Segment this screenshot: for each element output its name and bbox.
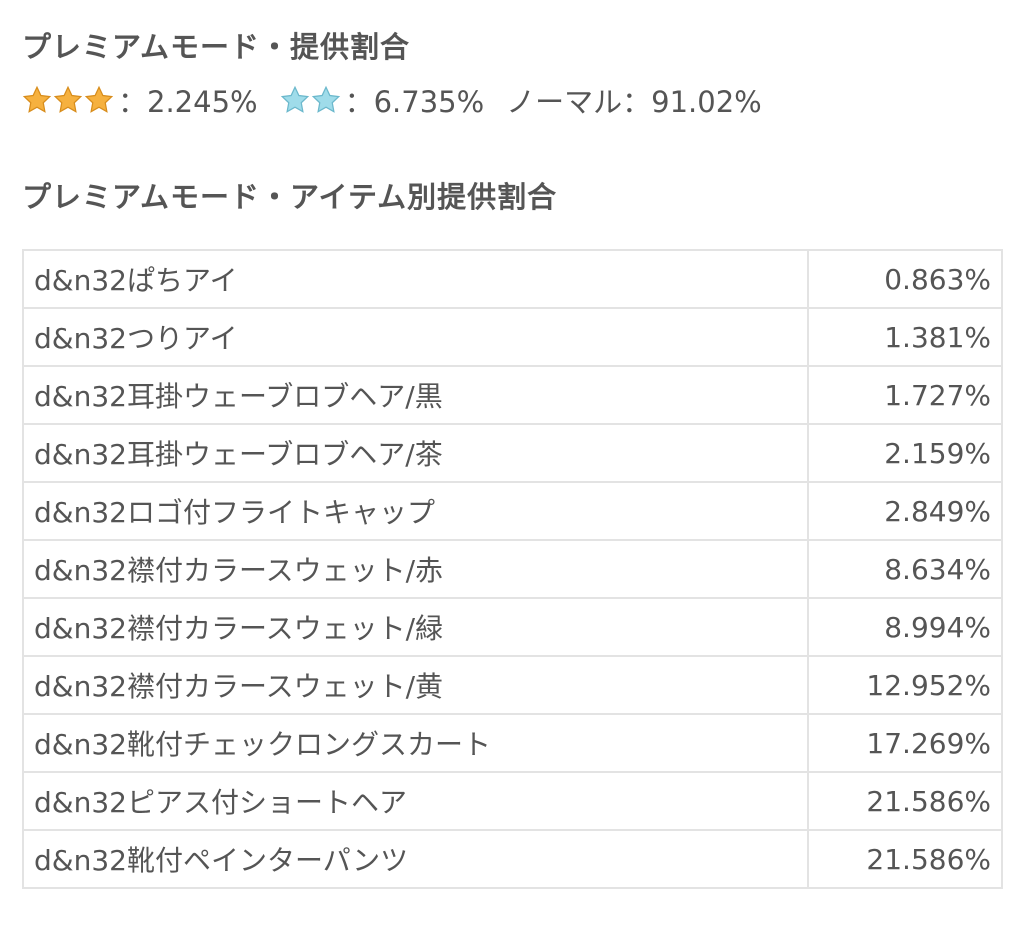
star-icon	[84, 85, 114, 113]
item-name: d&n32靴付ペインターパンツ	[22, 829, 809, 889]
item-name: d&n32ぱちアイ	[22, 249, 809, 309]
three-star-rate-label: ：2.245%	[118, 85, 258, 119]
two-star-icon	[280, 85, 341, 115]
item-rate: 8.634%	[807, 539, 1003, 599]
table-row: d&n32靴付チェックロングスカート 17.269%	[22, 713, 1003, 773]
normal-rate: ノーマル：91.02%	[506, 79, 762, 121]
rarity-rates: ：2.245% ：6.735% ノーマル：91.02%	[22, 80, 762, 120]
table-row: d&n32靴付ペインターパンツ 21.586%	[22, 829, 1003, 889]
table-row: d&n32耳掛ウェーブロブヘア/茶 2.159%	[22, 423, 1003, 483]
item-rate: 2.849%	[807, 481, 1003, 541]
item-name: d&n32襟付カラースウェット/緑	[22, 597, 809, 657]
table-row: d&n32つりアイ 1.381%	[22, 307, 1003, 367]
star-icon	[311, 85, 340, 113]
three-star-rate: ：2.245%	[22, 79, 258, 121]
item-rate: 2.159%	[807, 423, 1003, 483]
item-rate: 8.994%	[807, 597, 1003, 657]
table-row: d&n32耳掛ウェーブロブヘア/黒 1.727%	[22, 365, 1003, 425]
item-name: d&n32耳掛ウェーブロブヘア/茶	[22, 423, 809, 483]
star-icon	[280, 85, 309, 113]
table-row: d&n32襟付カラースウェット/黄 12.952%	[22, 655, 1003, 715]
two-star-rate: ：6.735%	[280, 79, 485, 121]
item-name: d&n32ピアス付ショートヘア	[22, 771, 809, 831]
item-name: d&n32襟付カラースウェット/赤	[22, 539, 809, 599]
table-row: d&n32ロゴ付フライトキャップ 2.849%	[22, 481, 1003, 541]
item-rate: 12.952%	[807, 655, 1003, 715]
table-row: d&n32ピアス付ショートヘア 21.586%	[22, 771, 1003, 831]
item-rate: 21.586%	[807, 771, 1003, 831]
premium-rates-heading: プレミアムモード・提供割合	[22, 30, 410, 64]
table-row: d&n32襟付カラースウェット/緑 8.994%	[22, 597, 1003, 657]
item-rates-heading: プレミアムモード・アイテム別提供割合	[22, 180, 558, 214]
item-name: d&n32つりアイ	[22, 307, 809, 367]
item-name: d&n32ロゴ付フライトキャップ	[22, 481, 809, 541]
table-row: d&n32ぱちアイ 0.863%	[22, 249, 1003, 309]
normal-rate-label: ノーマル：91.02%	[506, 85, 762, 119]
item-rate: 17.269%	[807, 713, 1003, 773]
item-name: d&n32襟付カラースウェット/黄	[22, 655, 809, 715]
item-rate: 0.863%	[807, 249, 1003, 309]
item-rate: 1.727%	[807, 365, 1003, 425]
item-rates-table: d&n32ぱちアイ 0.863% d&n32つりアイ 1.381% d&n32耳…	[22, 249, 1003, 889]
three-star-icon	[22, 85, 114, 115]
item-name: d&n32耳掛ウェーブロブヘア/黒	[22, 365, 809, 425]
item-rate: 1.381%	[807, 307, 1003, 367]
star-icon	[22, 85, 52, 113]
star-icon	[53, 85, 83, 113]
item-rate: 21.586%	[807, 829, 1003, 889]
item-name: d&n32靴付チェックロングスカート	[22, 713, 809, 773]
two-star-rate-label: ：6.735%	[344, 85, 485, 119]
item-rates-table-wrap: d&n32ぱちアイ 0.863% d&n32つりアイ 1.381% d&n32耳…	[22, 249, 1003, 889]
table-row: d&n32襟付カラースウェット/赤 8.634%	[22, 539, 1003, 599]
